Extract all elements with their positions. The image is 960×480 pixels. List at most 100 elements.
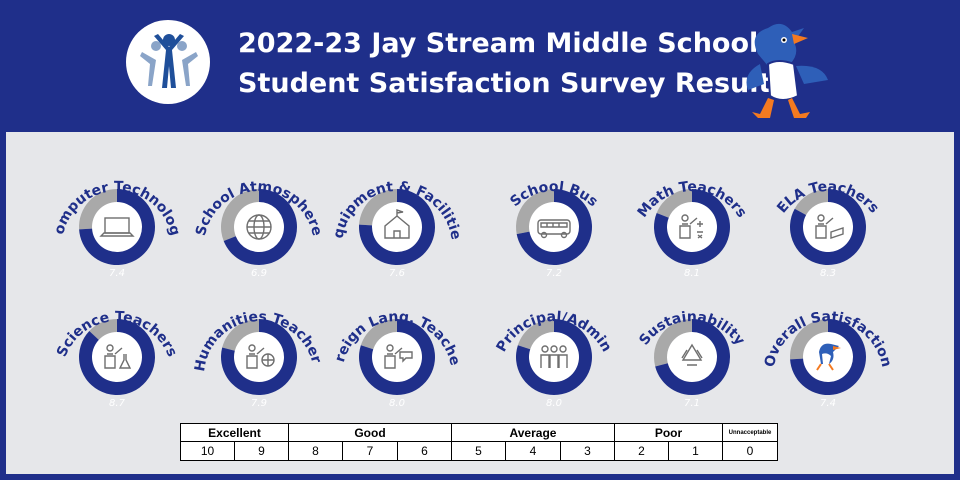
gauge-value-arc	[78, 319, 155, 395]
scale-category-row: Excellent Good Average Poor Unnacceptabl…	[181, 424, 777, 442]
gauge-value-arc	[359, 189, 435, 265]
gauge-value-arc	[359, 319, 435, 395]
scale-value: 2	[615, 442, 669, 460]
gauge-computer-technology: Computer Technology 7.4	[37, 140, 192, 302]
schoolhouse-icon	[384, 209, 410, 239]
gauge-center	[667, 202, 717, 252]
math-teacher-icon	[679, 214, 703, 239]
page-title: 2022-23 Jay Stream Middle School Student…	[238, 24, 787, 104]
gauge-svg: Principal/Admin	[494, 309, 614, 395]
gauge-remainder-arc	[794, 189, 828, 215]
gauge-svg: Equipment & Facilities	[317, 140, 464, 265]
gauge-score: 7.2	[546, 268, 562, 279]
mascot-icon	[816, 343, 841, 371]
gauge-remainder-arc	[221, 189, 259, 241]
gauge-center	[234, 332, 284, 382]
gauge-svg: School Atmosphere	[193, 179, 325, 265]
gauge-equipment-facilities: Equipment & Facilities 7.6	[317, 140, 472, 302]
title-line-1: 2022-23 Jay Stream Middle School	[238, 28, 759, 59]
gauge-humanities-teachers: Humanities Teachers 7.9	[180, 270, 334, 432]
gauge-score: 7.4	[820, 398, 836, 409]
gauge-sustainability: Sustainability 7.1	[617, 282, 767, 432]
gauge-svg: Computer Technology	[37, 140, 183, 265]
gauge-center	[92, 202, 142, 252]
gauge-center	[667, 332, 717, 382]
gauge-remainder-arc	[359, 189, 397, 226]
gauge-value-arc	[223, 189, 297, 265]
gauge-score: 7.1	[684, 398, 700, 409]
gauge-svg: Overall Satisfaction	[762, 309, 894, 395]
gauge-overall-satisfaction: Overall Satisfaction 7.4	[753, 282, 903, 432]
bus-icon	[537, 219, 571, 239]
ela-teacher-icon	[815, 214, 844, 239]
results-panel	[6, 132, 954, 474]
gauge-school-bus: School Bus 7.2	[479, 152, 629, 302]
gauge-score: 8.1	[684, 268, 700, 279]
header-banner: 2022-23 Jay Stream Middle School Student…	[0, 0, 960, 130]
gauge-remainder-arc	[79, 189, 117, 230]
gauge-value-arc	[79, 189, 155, 265]
scale-value: 7	[343, 442, 398, 460]
scale-value: 10	[181, 442, 235, 460]
gauge-value-arc	[790, 189, 866, 265]
gauge-remainder-arc	[517, 319, 554, 350]
gauge-score: 8.3	[820, 268, 836, 279]
recycle-icon	[681, 343, 703, 366]
gauge-center	[372, 202, 422, 252]
scale-category-unacceptable: Unnacceptable	[728, 429, 772, 436]
gauge-ela-teachers: ELA Teachers 8.3	[753, 152, 903, 302]
gauge-science-teachers: Science Teachers 8.7	[42, 282, 192, 432]
gauge-value-arc	[516, 189, 592, 265]
scale-value: 6	[398, 442, 452, 460]
scale-value: 8	[289, 442, 343, 460]
people-logo-icon	[140, 34, 198, 88]
gauge-remainder-arc	[790, 319, 828, 360]
scale-category-excellent: Excellent	[181, 424, 289, 441]
gauge-svg: ELA Teachers	[774, 179, 882, 265]
gauge-value-arc	[654, 189, 730, 265]
gauge-svg: School Bus	[507, 179, 601, 265]
gauge-score: 7.6	[389, 268, 405, 279]
language-teacher-icon	[384, 344, 413, 369]
rating-scale-table: Excellent Good Average Poor Unnacceptabl…	[180, 423, 778, 461]
gauge-score: 8.0	[546, 398, 562, 409]
scale-value: 1	[669, 442, 723, 460]
gauge-remainder-arc	[360, 319, 397, 350]
gauge-remainder-arc	[89, 319, 117, 340]
gauge-score: 6.9	[251, 268, 267, 279]
globe-icon	[246, 214, 272, 240]
title-line-2: Student Satisfaction Survey Results	[238, 68, 788, 99]
scale-category-poor: Poor	[615, 424, 723, 441]
gauge-remainder-arc	[656, 189, 692, 218]
scale-value: 3	[561, 442, 615, 460]
gauge-value-arc	[655, 319, 730, 395]
scale-value: 5	[452, 442, 506, 460]
gauge-score: 8.0	[389, 398, 405, 409]
gauge-svg: Foreign Lang. Teachers	[317, 270, 463, 395]
gauge-foreign-lang-teachers: Foreign Lang. Teachers 8.0	[317, 270, 472, 432]
admin-group-icon	[540, 345, 568, 368]
district-logo	[126, 20, 210, 104]
scale-value: 4	[506, 442, 561, 460]
gauge-principal-admin: Principal/Admin 8.0	[479, 282, 629, 432]
gauge-svg: Science Teachers	[54, 309, 180, 395]
gauge-value-arc	[516, 319, 592, 395]
gauge-center	[92, 332, 142, 382]
scale-value-row: 10 9 8 7 6 5 4 3 2 1 0	[181, 442, 777, 460]
gauge-svg: Math Teachers	[635, 179, 750, 265]
laptop-icon	[99, 217, 135, 237]
gauge-remainder-arc	[516, 189, 554, 235]
scale-category-good: Good	[289, 424, 452, 441]
gauge-center	[529, 332, 579, 382]
gauge-score: 7.4	[109, 268, 125, 279]
scale-value: 9	[235, 442, 289, 460]
gauge-svg: Humanities Teachers	[180, 270, 324, 395]
scale-category-average: Average	[452, 424, 615, 441]
humanities-teacher-icon	[246, 344, 275, 369]
gauge-remainder-arc	[222, 319, 259, 351]
gauge-value-arc	[790, 319, 866, 395]
gauge-score: 8.7	[109, 398, 125, 409]
scale-value: 0	[746, 444, 754, 458]
gauge-value-arc	[221, 319, 297, 395]
